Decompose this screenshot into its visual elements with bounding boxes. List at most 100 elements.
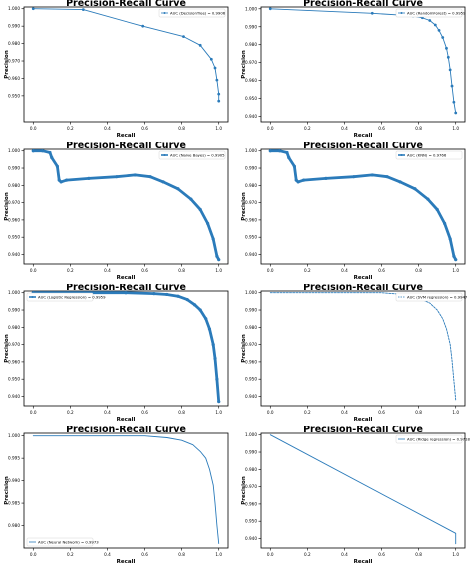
chart-svg: Precision-Recall Curve 0.0 0.2 0.4 0.6 0.8 1.0… bbox=[4, 0, 229, 139]
data-point bbox=[115, 175, 119, 179]
x-tick-label: 0.2 bbox=[67, 410, 74, 415]
x-tick-label: 1.0 bbox=[452, 552, 459, 557]
x-tick-label: 0.0 bbox=[30, 410, 37, 415]
data-point bbox=[448, 237, 452, 241]
x-tick-label: 0.0 bbox=[267, 552, 274, 557]
data-point bbox=[448, 68, 452, 72]
x-tick-label: 1.0 bbox=[452, 410, 459, 415]
x-tick-label: 0.4 bbox=[104, 268, 111, 273]
y-axis-label: Precision bbox=[4, 476, 10, 505]
data-point bbox=[198, 207, 202, 212]
y-tick-label: 0.990 bbox=[8, 166, 20, 171]
legend: AUC (DecisionTree) = 0.9906 bbox=[158, 8, 226, 18]
data-point bbox=[285, 150, 289, 155]
data-point bbox=[211, 237, 215, 241]
legend: AUC (Ridge regression) = 0.9718 bbox=[395, 434, 470, 444]
data-point bbox=[268, 7, 272, 11]
y-tick-label: 0.950 bbox=[245, 377, 257, 382]
y-tick-label: 0.950 bbox=[8, 235, 20, 240]
chart-svg: Precision-Recall Curve 0.0 0.2 0.4 0.6 0.8 1.0… bbox=[4, 424, 229, 565]
y-axis-label: Precision bbox=[4, 192, 10, 221]
x-tick-label: 0.2 bbox=[304, 552, 311, 557]
y-tick-label: 0.970 bbox=[8, 59, 20, 64]
y-tick-label: 0.940 bbox=[245, 536, 257, 541]
chart-svg: Precision-Recall Curve 0.0 0.2 0.4 0.6 0.8 1.0… bbox=[4, 282, 229, 423]
x-tick-label: 0.8 bbox=[178, 126, 185, 131]
x-tick-label: 0.6 bbox=[378, 552, 385, 557]
y-tick-label: 1.000 bbox=[245, 6, 257, 11]
x-tick-label: 0.2 bbox=[304, 410, 311, 415]
data-point bbox=[31, 149, 35, 153]
y-tick-label: 0.970 bbox=[245, 342, 257, 347]
data-point bbox=[209, 57, 213, 61]
data-point bbox=[445, 46, 448, 50]
x-tick-label: 0.0 bbox=[267, 126, 274, 131]
y-tick-label: 0.960 bbox=[8, 359, 20, 364]
data-point bbox=[428, 19, 432, 22]
y-tick-label: 0.980 bbox=[245, 467, 257, 472]
data-point bbox=[193, 303, 197, 307]
x-tick-label: 0.6 bbox=[141, 410, 148, 415]
legend-box bbox=[26, 537, 94, 547]
y-tick-label: 0.950 bbox=[245, 519, 257, 524]
plot-frame bbox=[23, 148, 229, 265]
chart-panel: Precision-Recall Curve 0.0 0.2 0.4 0.6 0.8 1.0… bbox=[0, 424, 237, 568]
x-tick-label: 0.4 bbox=[104, 410, 111, 415]
data-point bbox=[31, 7, 35, 11]
chart-panel: Precision-Recall Curve 0.0 0.2 0.4 0.6 0.8 1.0… bbox=[237, 0, 474, 142]
chart-panel: Precision-Recall Curve 0.0 0.2 0.4 0.6 0.8 1.0… bbox=[237, 424, 474, 568]
y-tick-label: 0.960 bbox=[245, 217, 257, 222]
data-point bbox=[324, 176, 328, 180]
legend-box bbox=[395, 150, 463, 160]
y-tick-label: 0.980 bbox=[245, 183, 257, 188]
data-point bbox=[204, 317, 208, 321]
chart-title: Precision-Recall Curve bbox=[303, 0, 423, 9]
legend-box bbox=[158, 8, 226, 18]
legend-marker bbox=[400, 12, 403, 14]
x-tick-label: 1.0 bbox=[452, 126, 459, 131]
y-tick-label: 0.990 bbox=[245, 166, 257, 171]
x-tick-label: 0.6 bbox=[378, 126, 385, 131]
y-tick-label: 0.990 bbox=[8, 308, 20, 313]
plot-frame bbox=[23, 290, 229, 407]
legend-box bbox=[395, 434, 463, 444]
x-tick-label: 0.8 bbox=[178, 552, 185, 557]
data-point bbox=[277, 149, 282, 153]
y-tick-label: 0.950 bbox=[8, 93, 20, 98]
data-point bbox=[287, 156, 291, 160]
data-point bbox=[454, 258, 458, 262]
x-tick-label: 0.8 bbox=[415, 126, 422, 131]
y-axis-label: Precision bbox=[4, 334, 10, 363]
data-point bbox=[213, 66, 217, 70]
x-tick-label: 0.6 bbox=[141, 552, 148, 557]
x-tick-label: 0.4 bbox=[341, 268, 348, 273]
data-point bbox=[446, 55, 450, 59]
y-tick-label: 0.970 bbox=[8, 342, 20, 347]
y-axis-label: Precision bbox=[241, 476, 247, 505]
data-point bbox=[65, 178, 69, 182]
data-point bbox=[213, 356, 217, 361]
legend: AUC (Naive Bayes) = 0.9905 bbox=[158, 150, 226, 160]
x-axis-label: Recall bbox=[117, 417, 136, 423]
data-point bbox=[215, 377, 219, 381]
data-point bbox=[370, 11, 374, 15]
y-tick-label: 0.940 bbox=[245, 114, 257, 119]
legend: AUC (KNN) = 0.9766 bbox=[395, 150, 463, 160]
y-tick-label: 0.990 bbox=[8, 24, 20, 29]
legend: AUC (SVM regression) = 0.9947 bbox=[395, 292, 468, 302]
data-point bbox=[443, 221, 447, 225]
y-tick-label: 0.960 bbox=[245, 359, 257, 364]
y-tick-label: 0.970 bbox=[245, 60, 257, 65]
x-tick-label: 0.2 bbox=[67, 552, 74, 557]
data-point bbox=[441, 36, 445, 39]
chart-title: Precision-Recall Curve bbox=[66, 0, 186, 9]
chart-svg: Precision-Recall Curve 0.0 0.2 0.4 0.6 0.8 1.0… bbox=[241, 424, 470, 565]
data-point bbox=[426, 197, 430, 201]
data-point bbox=[152, 291, 156, 296]
data-point bbox=[198, 308, 202, 312]
y-tick-label: 0.970 bbox=[245, 484, 257, 489]
y-tick-label: 0.960 bbox=[8, 76, 20, 81]
legend-marker bbox=[163, 12, 166, 14]
y-tick-label: 0.940 bbox=[245, 394, 257, 399]
